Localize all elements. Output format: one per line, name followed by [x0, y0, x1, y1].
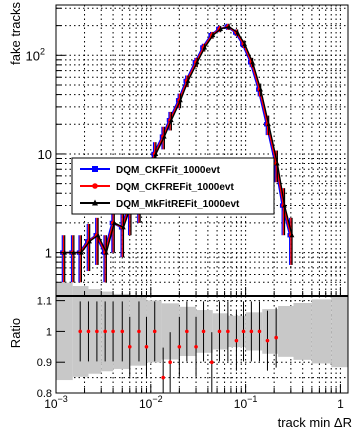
data-point [121, 224, 126, 230]
ratio-point [168, 360, 172, 365]
ratio-point [103, 329, 107, 334]
ratio-tick-label: 1.1 [37, 296, 52, 308]
data-point [202, 44, 208, 50]
data-point [178, 97, 183, 103]
ratio-point [185, 329, 189, 334]
ratio-point [78, 329, 83, 334]
data-point [282, 203, 287, 208]
ratio-band-segment [331, 295, 348, 368]
ratio-point [95, 329, 99, 334]
ratio-point [194, 345, 198, 349]
data-point [275, 161, 280, 166]
data-point [242, 41, 247, 47]
data-point [266, 121, 271, 127]
ratio-band-segment [262, 309, 279, 354]
ratio-point [86, 329, 91, 334]
ratio-plot-points [78, 301, 278, 393]
legend-label: DQM_CKFFit_1000evt [116, 165, 221, 176]
y-tick-label: 1 [45, 246, 52, 261]
data-point [111, 220, 117, 225]
legend-label: DQM_CKFREFit_1000evt [116, 182, 234, 193]
ratio-point [111, 329, 115, 334]
data-point [250, 59, 255, 65]
legend-marker [92, 183, 98, 189]
data-point [185, 78, 191, 83]
ratio-y-axis-label: Ratio [8, 318, 23, 348]
ratio-tick-label: 0.9 [37, 357, 52, 369]
data-point [71, 250, 77, 255]
y-tick-exponent: 2 [40, 46, 45, 56]
data-point [95, 232, 101, 238]
plot-frames [55, 4, 349, 394]
ratio-band-segment [311, 299, 332, 364]
data-point [235, 30, 240, 35]
ratio-point [217, 329, 222, 334]
x-tick-exponent: −3 [58, 394, 68, 404]
y-tick-label: 10 [38, 147, 52, 162]
data-point [162, 134, 167, 139]
ratio-point [152, 329, 157, 334]
ratio-point [226, 329, 230, 334]
ratio-point [161, 375, 165, 380]
data-point [210, 32, 216, 38]
ratio-point [257, 329, 262, 334]
x-tick-exponent: −1 [247, 394, 257, 404]
x-tick-label: 1 [337, 397, 344, 411]
ratio-point [127, 345, 132, 349]
top-plot-grid [55, 5, 348, 296]
data-point [289, 232, 295, 238]
top-plot-series [60, 23, 295, 283]
data-point [87, 238, 92, 244]
ratio-band-segment [161, 303, 180, 360]
x-axis-label: track min ΔR [278, 415, 352, 430]
series-line [64, 25, 293, 255]
x-tick-label: 10−1 [234, 394, 258, 411]
data-point [79, 250, 84, 255]
ratio-tick-label: 0.8 [37, 388, 52, 400]
data-point [218, 26, 223, 31]
data-point [153, 151, 159, 156]
legend-marker [92, 166, 98, 172]
ratio-point [210, 360, 214, 365]
ratio-point [137, 329, 141, 334]
x-tick-exponent: −2 [152, 394, 162, 404]
legend: DQM_CKFFit_1000evt DQM_CKFREFit_1000evt DQ… [71, 157, 275, 215]
ratio-band-segment [88, 289, 102, 374]
ratio-point [234, 338, 239, 343]
x-tick-label: 10−2 [139, 394, 163, 411]
ratio-point [144, 345, 149, 349]
legend-marker [92, 199, 98, 206]
ratio-point [120, 329, 125, 334]
ratio-point [249, 329, 254, 334]
ratio-point [201, 329, 206, 334]
data-point [104, 250, 109, 255]
y-tick-label: 102 [26, 46, 45, 63]
data-point [258, 87, 263, 92]
ratio-point [177, 345, 182, 349]
ratio-band-segment [245, 312, 263, 351]
ratio-band-segment [101, 291, 114, 372]
legend-box [71, 157, 275, 215]
ratio-point [241, 329, 246, 334]
ratio-point [265, 338, 270, 343]
legend-label: DQM_MkFitREFit_1000evt [116, 199, 240, 210]
data-point [226, 24, 232, 29]
top-y-axis-label: fake tracks [8, 2, 23, 65]
data-point [169, 117, 174, 123]
ratio-band-segment [293, 302, 312, 360]
ratio-point [274, 335, 278, 340]
ratio-band-segment [278, 305, 294, 357]
data-point [194, 59, 200, 65]
ratio-tick-label: 1 [46, 326, 52, 338]
